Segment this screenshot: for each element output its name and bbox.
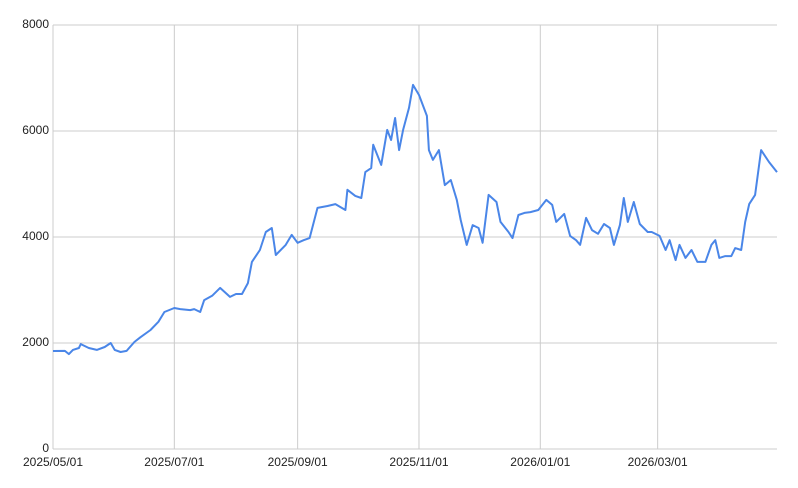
y-tick-label: 2000 xyxy=(22,335,49,349)
y-tick-label: 0 xyxy=(42,441,49,455)
line xyxy=(52,83,778,356)
y-tick-label: 8000 xyxy=(22,17,49,31)
y-tick-label: 6000 xyxy=(22,123,49,137)
x-tick-label: 2026/01/01 xyxy=(510,455,570,469)
x-tick-label: 2025/07/01 xyxy=(144,455,204,469)
x-tick-label: 2025/11/01 xyxy=(389,455,448,469)
x-tick-label: 2026/03/01 xyxy=(628,455,688,469)
x-tick-label: 2025/09/01 xyxy=(268,455,328,469)
x-tick-label: 2025/05/01 xyxy=(23,455,83,469)
y-tick-label: 4000 xyxy=(22,229,49,243)
